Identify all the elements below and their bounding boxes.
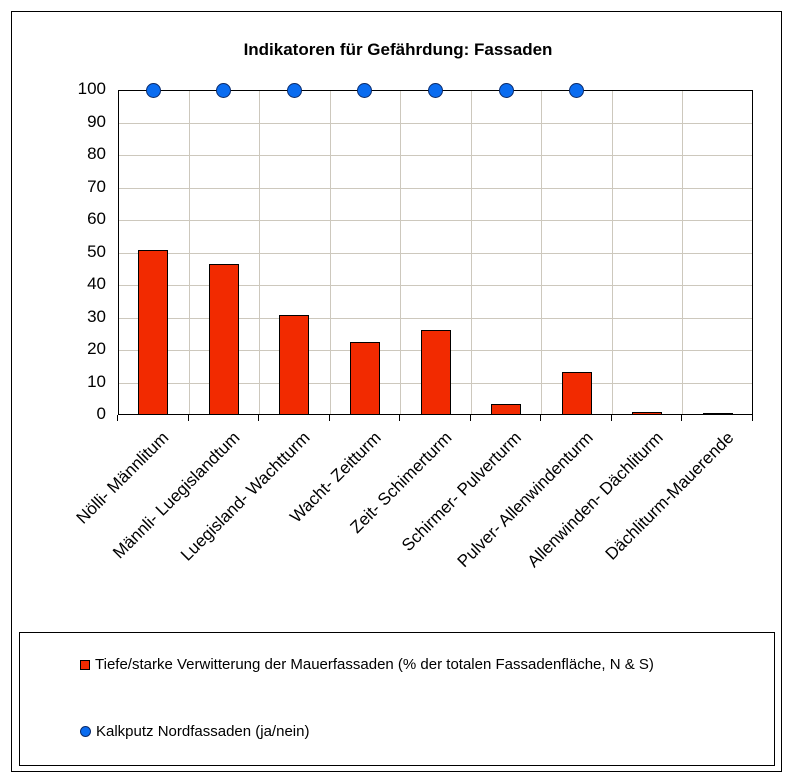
- marker-circle: [569, 82, 585, 98]
- gridline-vertical: [329, 91, 331, 414]
- plot-area: [118, 90, 753, 416]
- y-tick-label: 100: [77, 79, 106, 98]
- y-tick-label: 90: [87, 111, 106, 131]
- bar: [632, 411, 663, 415]
- marker-circle: [357, 82, 373, 98]
- red-square-icon: [80, 659, 90, 670]
- bar: [420, 329, 451, 415]
- marker-circle: [428, 82, 443, 98]
- gridline-vertical: [188, 91, 190, 414]
- legend-item-bars: Tiefe/starke Verwitterung der Mauerfassa…: [80, 656, 654, 673]
- blue-circle-icon: [80, 726, 91, 737]
- legend: Tiefe/starke Verwitterung der Mauerfassa…: [19, 632, 775, 766]
- legend-label-markers: Kalkputz Nordfassaden (ja/nein): [96, 723, 310, 740]
- gridline-horizontal: [119, 220, 752, 221]
- gridline-vertical: [470, 91, 472, 414]
- x-tick: [469, 415, 471, 421]
- gridline-vertical: [541, 91, 543, 414]
- marker-circle: [216, 82, 232, 98]
- gridline-horizontal: [119, 155, 752, 156]
- marker-circle: [145, 82, 161, 98]
- bar: [702, 413, 733, 416]
- y-tick-label: 60: [87, 209, 106, 228]
- marker-circle: [498, 82, 514, 98]
- x-tick: [540, 415, 542, 421]
- y-tick-label: 30: [87, 306, 106, 326]
- bar: [138, 249, 169, 415]
- x-tick: [610, 415, 612, 421]
- gridline-horizontal: [119, 187, 752, 189]
- x-tick: [681, 415, 683, 421]
- x-tick: [258, 415, 260, 421]
- y-tick-label: 0: [96, 404, 106, 423]
- x-tick: [399, 415, 401, 421]
- chart-title: Indikatoren für Gefährdung: Fassaden: [243, 40, 553, 59]
- x-tick: [752, 415, 753, 421]
- gridline-vertical: [259, 91, 261, 414]
- y-tick-label: 10: [87, 371, 106, 391]
- gridline-horizontal: [119, 317, 752, 319]
- bar: [208, 263, 239, 415]
- y-tick-label: 70: [87, 176, 106, 196]
- marker-circle: [286, 82, 302, 98]
- gridline-vertical: [400, 91, 402, 414]
- y-tick-label: 40: [87, 274, 106, 293]
- bar: [561, 372, 592, 415]
- y-tick-label: 20: [87, 339, 106, 358]
- gridline-vertical: [611, 91, 613, 414]
- x-tick: [328, 415, 330, 421]
- x-tick: [187, 415, 189, 421]
- gridline-horizontal: [119, 285, 752, 286]
- bar: [491, 403, 522, 415]
- legend-item-markers: Kalkputz Nordfassaden (ja/nein): [80, 723, 309, 740]
- gridline-horizontal: [119, 122, 752, 124]
- y-tick-label: 50: [87, 241, 106, 261]
- bar: [349, 341, 380, 415]
- gridline-vertical: [682, 91, 684, 414]
- chart-frame: [11, 11, 782, 772]
- bar: [279, 314, 310, 415]
- legend-label-bars: Tiefe/starke Verwitterung der Mauerfassa…: [95, 656, 654, 673]
- y-tick-label: 80: [87, 144, 106, 163]
- x-tick: [117, 415, 118, 421]
- gridline-horizontal: [119, 252, 752, 254]
